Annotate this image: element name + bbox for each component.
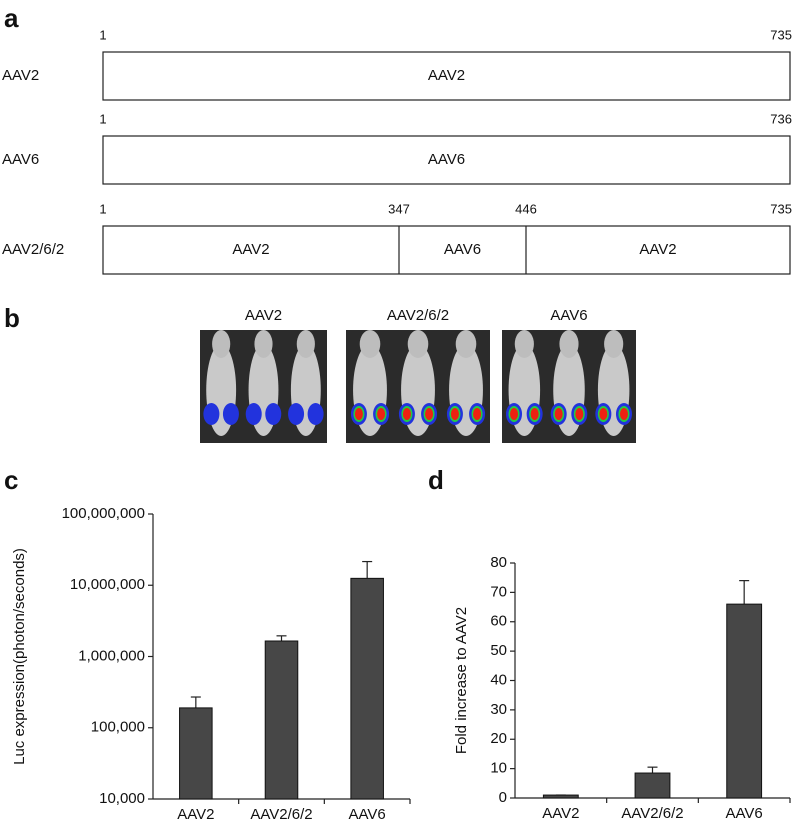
construct-box	[102, 135, 791, 185]
panel-label: c	[4, 465, 18, 495]
construct-box	[102, 225, 791, 275]
signal-inner	[554, 408, 563, 420]
x-tick-label: AAV2/6/2	[250, 806, 312, 823]
y-tick-label: 50	[490, 642, 507, 659]
y-tick-label: 100,000,000	[62, 505, 145, 522]
position-label: 735	[770, 201, 792, 216]
y-tick-label: 100,000	[91, 719, 145, 736]
segment-label: AAV2	[232, 241, 269, 258]
y-tick-label: 10,000	[99, 790, 145, 807]
signal-outer	[203, 403, 220, 425]
y-axis-label: Luc expression(photon/seconds)	[11, 548, 28, 765]
x-tick-label: AAV2	[542, 805, 579, 822]
position-label: 446	[515, 201, 537, 216]
signal-inner	[473, 408, 482, 420]
bar	[264, 640, 299, 800]
mouse-head	[359, 330, 381, 358]
signal-outer	[288, 403, 305, 425]
bar	[542, 794, 579, 799]
segment-label: AAV6	[428, 151, 465, 168]
signal-inner	[377, 408, 386, 420]
segment-label: AAV2	[639, 241, 676, 258]
bar	[350, 577, 384, 800]
y-tick-label: 80	[490, 554, 507, 571]
mouse-head	[212, 330, 231, 358]
signal-inner	[402, 408, 411, 420]
bar	[634, 772, 671, 799]
y-tick-label: 40	[490, 671, 507, 688]
y-tick-label: 10,000,000	[70, 576, 145, 593]
signal-inner	[575, 408, 584, 420]
signal-inner	[619, 408, 628, 420]
bar	[179, 707, 213, 800]
panel-label: d	[428, 465, 444, 495]
position-label: 1	[99, 201, 106, 216]
image-caption: AAV2	[245, 307, 282, 324]
signal-outer	[265, 403, 282, 425]
signal-inner	[450, 408, 459, 420]
position-label: 1	[99, 111, 106, 126]
y-tick-label: 0	[499, 789, 507, 806]
position-label: 736	[770, 111, 792, 126]
construct-name: AAV2	[2, 67, 39, 84]
signal-inner	[425, 408, 434, 420]
position-label: 347	[388, 201, 410, 216]
x-tick-label: AAV6	[726, 805, 763, 822]
x-tick-label: AAV2/6/2	[621, 805, 683, 822]
x-tick-label: AAV2	[177, 806, 214, 823]
segment-label: AAV6	[444, 241, 481, 258]
y-tick-label: 60	[490, 613, 507, 630]
panel-label: a	[4, 3, 19, 33]
construct-name: AAV2/6/2	[2, 241, 64, 258]
signal-inner	[530, 408, 539, 420]
mouse-head	[455, 330, 477, 358]
panel-label: b	[4, 303, 20, 333]
image-caption: AAV2/6/2	[387, 307, 449, 324]
y-tick-label: 20	[490, 730, 507, 747]
mouse-head	[514, 330, 534, 358]
mouse-head	[604, 330, 624, 358]
signal-inner	[510, 408, 519, 420]
mouse-head	[559, 330, 579, 358]
construct-box	[102, 51, 791, 101]
signal-inner	[599, 408, 608, 420]
y-axis-label: Fold increase to AAV2	[453, 607, 470, 754]
signal-inner	[354, 408, 363, 420]
bar	[726, 603, 763, 799]
construct-name: AAV6	[2, 151, 39, 168]
y-tick-label: 10	[490, 760, 507, 777]
image-caption: AAV6	[550, 307, 587, 324]
mouse-head	[296, 330, 315, 358]
y-tick-label: 30	[490, 701, 507, 718]
x-tick-label: AAV6	[349, 806, 386, 823]
signal-outer	[222, 403, 239, 425]
mouse-head	[407, 330, 429, 358]
position-label: 1	[99, 27, 106, 42]
mouse-head	[254, 330, 273, 358]
segment-label: AAV2	[428, 67, 465, 84]
position-label: 735	[770, 27, 792, 42]
signal-outer	[307, 403, 324, 425]
signal-outer	[245, 403, 262, 425]
y-tick-label: 1,000,000	[78, 647, 145, 664]
y-tick-label: 70	[490, 583, 507, 600]
